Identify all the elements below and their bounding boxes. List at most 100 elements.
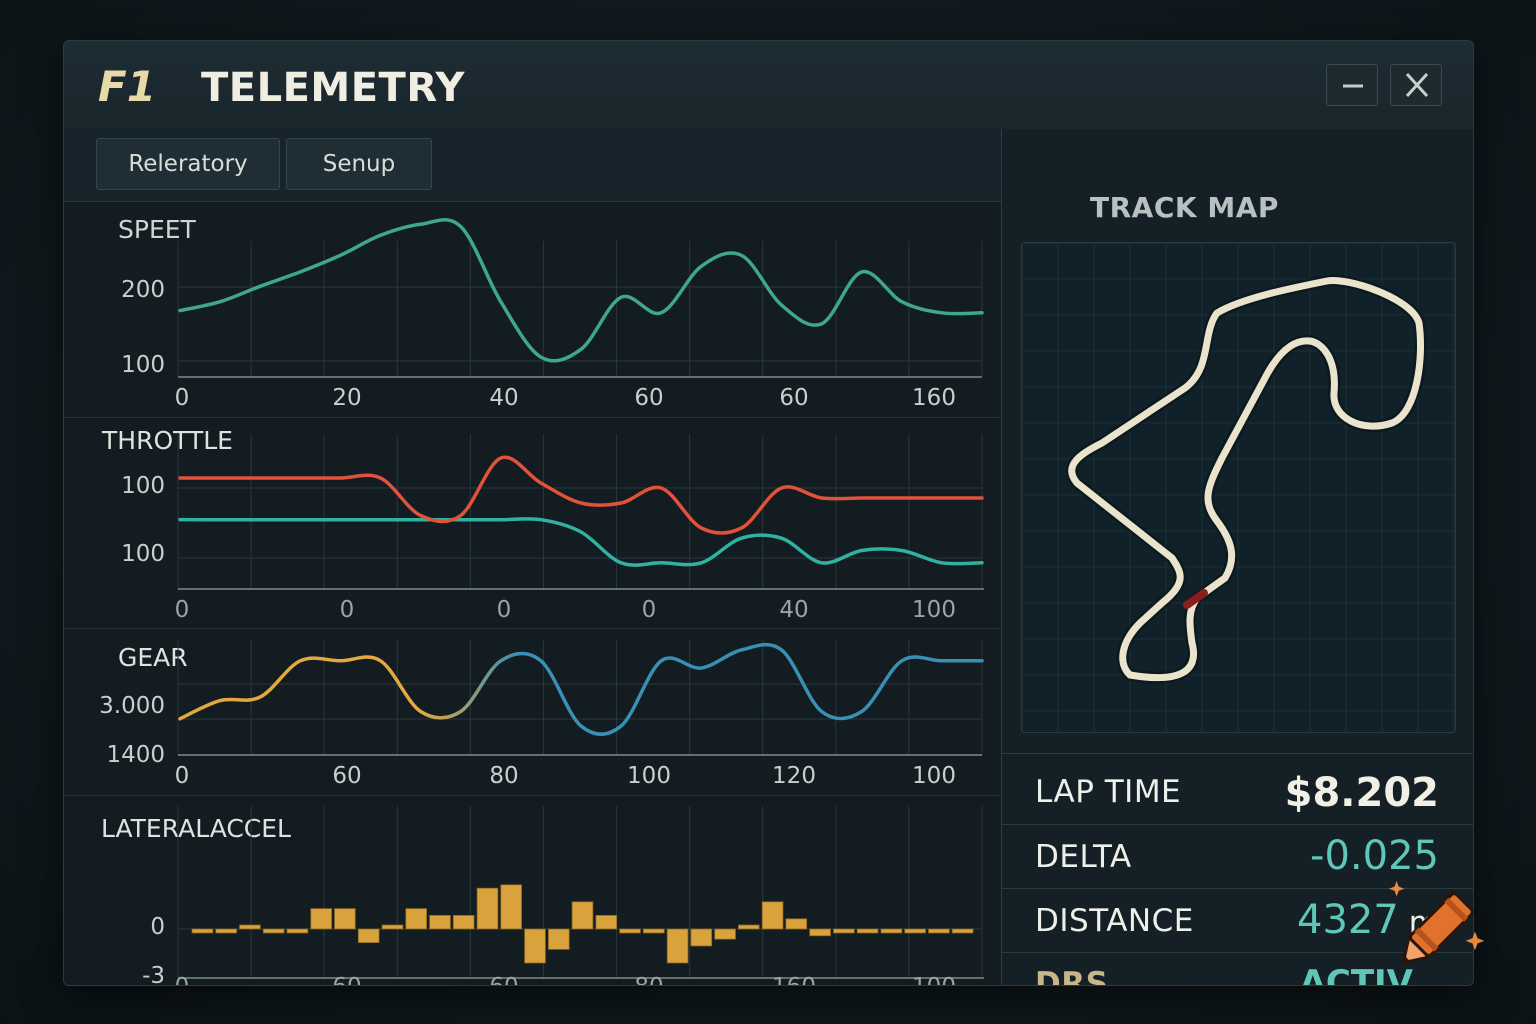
lateral-y-tick: 0: [150, 914, 165, 940]
car-position-marker: [1183, 589, 1208, 609]
lateral-bar: [785, 918, 808, 930]
tab-senup[interactable]: Senup: [286, 138, 432, 190]
lap-time-value: $8.202: [1284, 770, 1439, 816]
f1-logo: F1: [98, 65, 156, 109]
distance-number: 4327: [1297, 897, 1399, 943]
track-outline: [1068, 277, 1425, 682]
x-tick-label: 60: [332, 763, 361, 789]
lateral-bar: [405, 908, 427, 930]
pencil-icon: [1388, 881, 1485, 965]
lateral-bar: [547, 928, 570, 950]
tab-releratory[interactable]: Releratory: [96, 138, 280, 190]
lateral-bar: [666, 928, 689, 964]
logo-text: F1: [98, 65, 156, 109]
x-tick-label: 0: [175, 974, 190, 986]
close-button[interactable]: [1390, 64, 1442, 106]
speed-x-ticks: 0 20 40 60 60 160: [175, 385, 956, 411]
stat-label: LAP TIME: [1035, 774, 1182, 810]
gear-panel: GEAR 3.000 1400 0 60 80 100 120 100: [64, 629, 1001, 796]
x-tick-label: 0: [340, 597, 355, 623]
speed-gridlines: [177, 241, 983, 377]
lateral-bar: [856, 928, 879, 934]
x-tick-label: 80: [489, 763, 518, 789]
track-map-canvas: [1022, 243, 1455, 732]
x-tick-label: 0: [497, 597, 512, 623]
lateral-gridlines: [177, 806, 983, 978]
gear-label: GEAR: [118, 643, 188, 672]
lateral-bar: [880, 928, 903, 934]
x-tick-label: 80: [634, 974, 663, 986]
stat-label: DELTA: [1035, 839, 1132, 875]
x-tick-label: 100: [912, 974, 956, 986]
throttle-x-ticks: 0 0 0 0 40 100: [175, 597, 956, 623]
lateral-bar: [286, 928, 309, 934]
lateral-bar: [524, 928, 546, 964]
x-tick-label: 40: [489, 385, 518, 411]
stat-lap-time: LAP TIME $8.202: [1002, 753, 1473, 824]
gear-y-tick: 3.000: [99, 693, 165, 719]
gear-chart: 3.000 1400 0 60 80 100 120 100: [99, 639, 984, 789]
telemetry-window: F1 TELEMETRY Releratory Senup SPEET: [63, 40, 1474, 986]
throttle-chart: 100 100 0 0 0 0 40 100: [121, 434, 984, 623]
track-outline-shadow: [1065, 274, 1427, 684]
throttle-line: [178, 455, 984, 535]
x-tick-label: 60: [489, 974, 518, 986]
lateral-bar: [833, 928, 855, 934]
lateral-bar: [951, 928, 974, 934]
speed-y-tick: 100: [121, 352, 165, 378]
lateral-bar: [714, 928, 736, 940]
lateral-bar: [476, 887, 499, 930]
delta-value: -0.025: [1310, 833, 1439, 879]
throttle-gridlines: [177, 434, 983, 589]
lateral-bar: [761, 901, 784, 930]
lateral-bar: [452, 915, 475, 930]
lateral-bars: [191, 884, 974, 964]
lateral-bar: [191, 928, 214, 934]
close-icon: [1405, 72, 1429, 98]
telemetry-charts: Releratory Senup SPEET 200 100 0 20 40 60 60…: [64, 129, 1002, 985]
gear-x-ticks: 0 60 80 100 120 100: [175, 763, 956, 789]
throttle-y-tick: 100: [121, 473, 165, 499]
minimize-icon: [1343, 84, 1363, 88]
lateral-x-ticks-holder: 0 60 60 80 160 100: [175, 974, 956, 985]
title-bar: F1 TELEMETRY: [64, 41, 1473, 130]
lateral-chart: 0 -3: [142, 806, 984, 986]
x-tick-label: 0: [175, 385, 190, 411]
throttle-label: THROTTLE: [102, 426, 233, 455]
lateral-bar: [643, 928, 665, 934]
lateral-y-tick: -3: [142, 963, 165, 986]
lateral-bar: [595, 915, 618, 930]
stat-label: DISTANCE: [1035, 903, 1194, 939]
minimize-button[interactable]: [1326, 64, 1378, 106]
lateral-bar: [215, 928, 238, 934]
speed-line: [178, 217, 984, 363]
throttle-y-tick: 100: [121, 541, 165, 567]
track-map-title: TRACK MAP: [1090, 191, 1279, 224]
lateral-bar: [571, 901, 594, 930]
lateral-bar: [904, 928, 926, 934]
gear-y-tick: 1400: [106, 742, 165, 768]
right-panel: TRACK MAP LAP TIME $8.202 DELTA -0.025 D…: [1002, 129, 1473, 985]
x-tick-label: 100: [912, 763, 956, 789]
stat-drs: DRS ACTIV: [1002, 952, 1473, 986]
x-tick-label: 60: [779, 385, 808, 411]
lateral-bar: [500, 884, 522, 930]
x-tick-label: 0: [175, 763, 190, 789]
lateral-bar: [334, 908, 356, 930]
stat-delta: DELTA -0.025: [1002, 824, 1473, 888]
map-gridlines: [1022, 243, 1455, 732]
lateral-bar: [357, 928, 380, 944]
speed-label: SPEET: [118, 215, 196, 244]
stat-label: DRS: [1035, 966, 1109, 986]
x-tick-label: 0: [175, 597, 190, 623]
drs-value: ACTIV: [1299, 963, 1413, 986]
x-tick-label: 40: [779, 597, 808, 623]
gear-gridlines: [177, 639, 983, 755]
speed-chart: 200 100 0 20 40 60 60 160: [121, 217, 984, 411]
lateral-bar: [429, 915, 451, 930]
x-tick-label: 160: [912, 385, 956, 411]
brake-line: [178, 517, 984, 567]
gear-line: [178, 642, 984, 736]
lateral-x-ticks: 0 60 60 80 160 100: [175, 974, 956, 986]
speed-y-tick: 200: [121, 277, 165, 303]
